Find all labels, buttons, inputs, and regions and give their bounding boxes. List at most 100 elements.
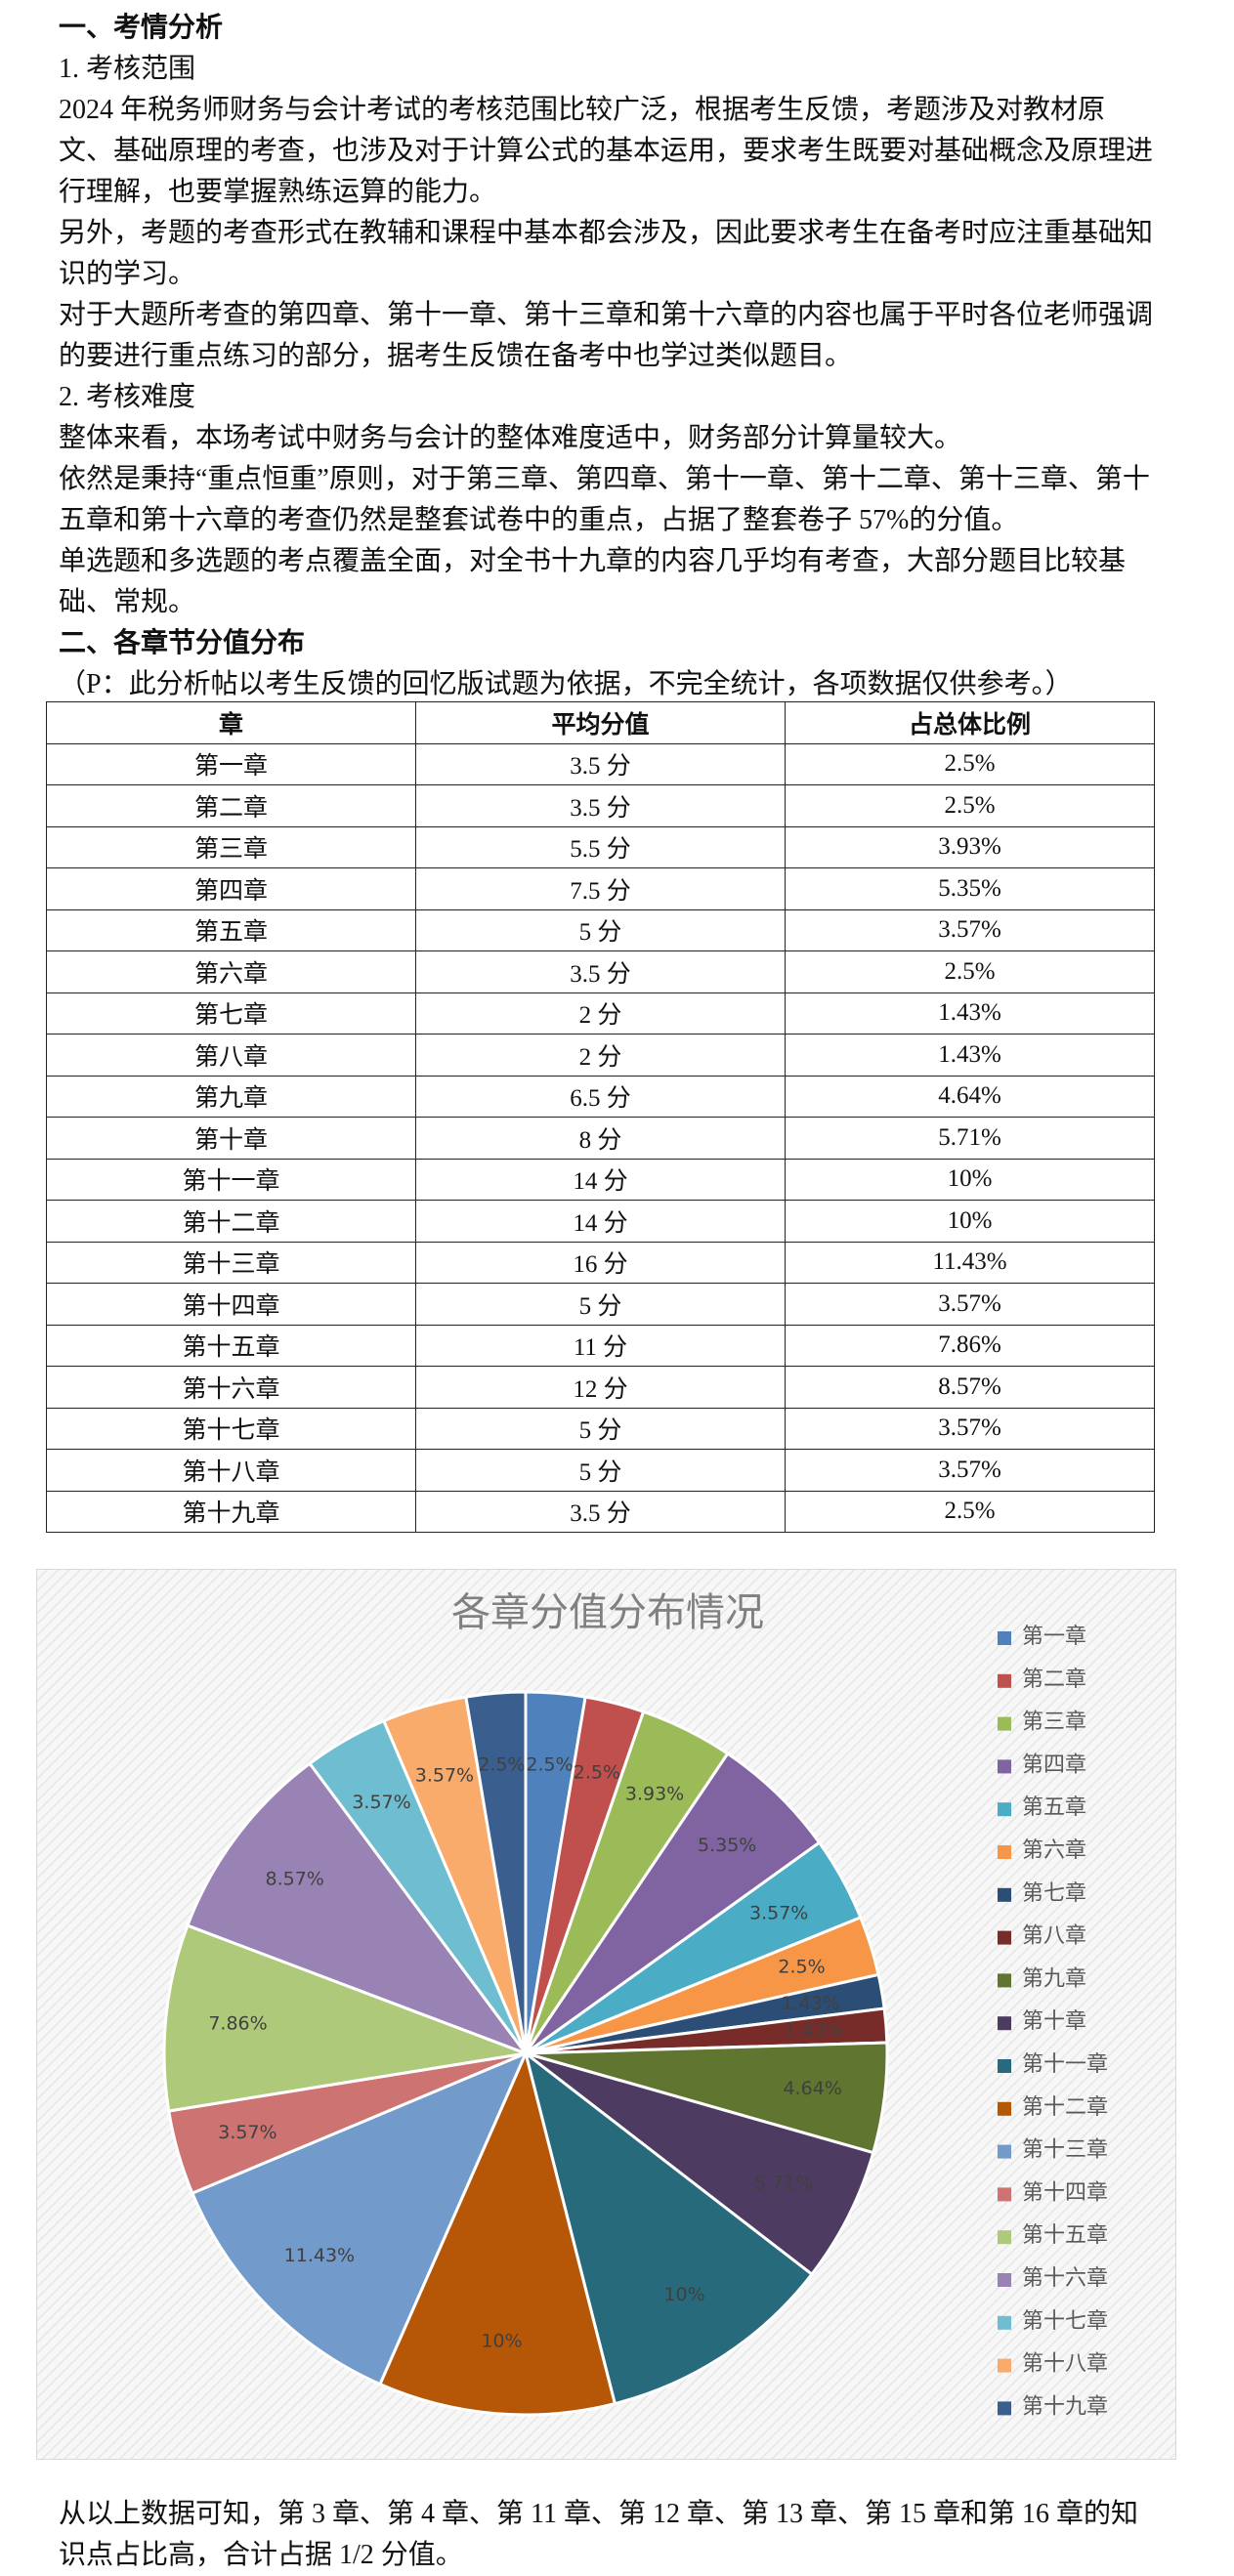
note: （P：此分析帖以考生反馈的回忆版试题为依据，不完全统计，各项数据仅供参考。） — [59, 669, 1073, 699]
table-cell: 第八章 — [46, 1034, 416, 1077]
table-cell: 3.57% — [785, 1283, 1155, 1326]
table-cell: 3.5 分 — [415, 1490, 786, 1533]
legend-swatch — [998, 2401, 1011, 2416]
table-row: 第十二章 14 分 10% — [46, 1200, 1155, 1243]
legend-label: 第十八章 — [1022, 2351, 1108, 2376]
chart: 各章分值分布情况 2.5% 2.5%3.93%5.35%3.57%2.5%1.43… — [36, 1569, 1176, 2460]
data-label: 11.43% — [284, 2245, 355, 2266]
legend-label: 第七章 — [1022, 1880, 1086, 1905]
legend-swatch — [998, 1673, 1011, 1688]
pie-slice — [186, 1761, 531, 2057]
score-table: 章平均分值 占总体比例 第一章 3.5 分 2.5% 第二章 3.5 分 2.5% 第三章 5.5… — [46, 701, 1155, 1533]
table-cell: 2 分 — [415, 992, 786, 1035]
table-cell: 5 分 — [415, 1449, 786, 1492]
table-cell: 第十八章 — [46, 1449, 416, 1492]
table-cell: 5 分 — [415, 908, 786, 951]
header-cell: 占总体比例 — [785, 701, 1155, 744]
table-cell: 11.43% — [785, 1241, 1155, 1284]
header-cell: 平均分值 — [415, 701, 786, 744]
data-label: 8.57% — [266, 1868, 324, 1889]
legend-swatch — [998, 2273, 1011, 2287]
table-cell: 1.43% — [785, 1034, 1155, 1077]
table-row: 第十六章 12 分 8.57% — [46, 1366, 1155, 1409]
table-cell: 3.57% — [785, 1407, 1155, 1450]
section-heading: 一、考情分析 — [59, 13, 224, 43]
table-cell: 5.5 分 — [415, 825, 786, 868]
table-cell: 3.5 分 — [415, 784, 786, 827]
table-row: 第二章 3.5 分 2.5% — [46, 784, 1155, 827]
data-label: 5.35% — [698, 1835, 756, 1856]
pie-slice — [464, 1690, 528, 2054]
table-cell: 第二章 — [46, 784, 416, 827]
legend-label: 第三章 — [1022, 1710, 1086, 1734]
table-cell: 14 分 — [415, 1158, 786, 1201]
legend-swatch — [998, 1802, 1011, 1817]
section-heading: 二、各章节分值分布 — [59, 628, 306, 658]
paragraph: 2024 年税务师财务与会计考试的考核范围比较广泛，根据考生反馈，考题涉及对教材… — [59, 95, 1154, 207]
table-row: 第十五章 11 分 7.86% — [46, 1324, 1155, 1367]
table-cell: 第四章 — [46, 867, 416, 910]
table-row: 第十九章 3.5 分 2.5% — [46, 1490, 1155, 1533]
header-row: 章平均分值 占总体比例 — [46, 701, 1155, 744]
legend-label: 第四章 — [1022, 1752, 1086, 1776]
legend-label: 第九章 — [1022, 1965, 1086, 1990]
table-cell: 16 分 — [415, 1241, 786, 1284]
table-row: 第八章 2 分 1.43% — [46, 1034, 1155, 1077]
table-row: 第十章 8 分 5.71% — [46, 1117, 1155, 1160]
legend-swatch — [998, 2059, 1011, 2073]
legend-swatch — [998, 1845, 1011, 1859]
legend-label: 第一章 — [1022, 1624, 1086, 1648]
legend-label: 第十九章 — [1022, 2393, 1108, 2418]
table-cell: 3.5 分 — [415, 950, 786, 993]
table-cell: 11 分 — [415, 1324, 786, 1367]
legend-swatch — [998, 2144, 1011, 2159]
legend-label: 第八章 — [1022, 1923, 1086, 1948]
legend-label: 第十三章 — [1022, 2137, 1108, 2162]
data-label: 5.71% — [754, 2173, 813, 2194]
paragraph: 依然是秉持“重点恒重”原则，对于第三章、第四章、第十一章、第十二章、第十三章、第… — [59, 464, 1150, 535]
table-row: 第一章 3.5 分 2.5% — [46, 742, 1155, 785]
table-cell: 5 分 — [415, 1283, 786, 1326]
table-row: 第十三章 16 分 11.43% — [46, 1241, 1155, 1284]
table-row: 第十四章 5 分 3.57% — [46, 1283, 1155, 1326]
legend-swatch — [998, 2230, 1011, 2245]
table-cell: 8 分 — [415, 1117, 786, 1160]
data-label: 10% — [481, 2330, 522, 2351]
legend-swatch — [998, 1887, 1011, 1902]
table-row: 第十八章 5 分 3.57% — [46, 1449, 1155, 1492]
subheading: 1. 考核范围 — [59, 54, 196, 84]
table-cell: 第七章 — [46, 992, 416, 1035]
pie-slice — [190, 2050, 529, 2386]
pie-slice — [523, 2049, 814, 2406]
table-cell: 10% — [785, 1200, 1155, 1243]
data-label: 1.43% — [781, 1993, 839, 2014]
table-row: 第十七章 5 分 3.57% — [46, 1407, 1155, 1450]
legend-label: 第十六章 — [1022, 2265, 1108, 2290]
legend-swatch — [998, 2101, 1011, 2116]
legend-swatch — [998, 2187, 1011, 2202]
pie-slice — [525, 2051, 875, 2277]
table-cell: 2.5% — [785, 1490, 1155, 1533]
table-row: 第十一章 14 分 10% — [46, 1158, 1155, 1201]
table-cell: 4.64% — [785, 1075, 1155, 1118]
table-cell: 5.35% — [785, 867, 1155, 910]
table-cell: 2 分 — [415, 1034, 786, 1077]
table-row: 第六章 3.5 分 2.5% — [46, 950, 1155, 993]
table-cell: 第十二章 — [46, 1200, 416, 1243]
conclusion: 从以上数据可知，第 3 章、第 4 章、第 11 章、第 12 章、第 13 章… — [59, 2499, 1138, 2570]
data-label: 2.5% — [574, 1762, 620, 1784]
analysis-text: 一、考情分析 1. 考核范围 2024 年税务师财务与会计考试的考核范围比较广泛… — [59, 8, 1153, 705]
table-row: 第九章 6.5 分 4.64% — [46, 1075, 1155, 1118]
table-cell: 6.5 分 — [415, 1075, 786, 1118]
table-cell: 7.86% — [785, 1324, 1155, 1367]
table-cell: 10% — [785, 1158, 1155, 1201]
legend-swatch — [998, 1716, 1011, 1731]
data-label: 3.57% — [218, 2122, 277, 2143]
data-label: 3.57% — [352, 1792, 410, 1813]
table-cell: 2.5% — [785, 950, 1155, 993]
data-label: 7.86% — [208, 2013, 267, 2035]
pie-slice — [377, 2048, 617, 2417]
legend-label: 第五章 — [1022, 1795, 1086, 1819]
table-cell: 3.57% — [785, 1449, 1155, 1492]
